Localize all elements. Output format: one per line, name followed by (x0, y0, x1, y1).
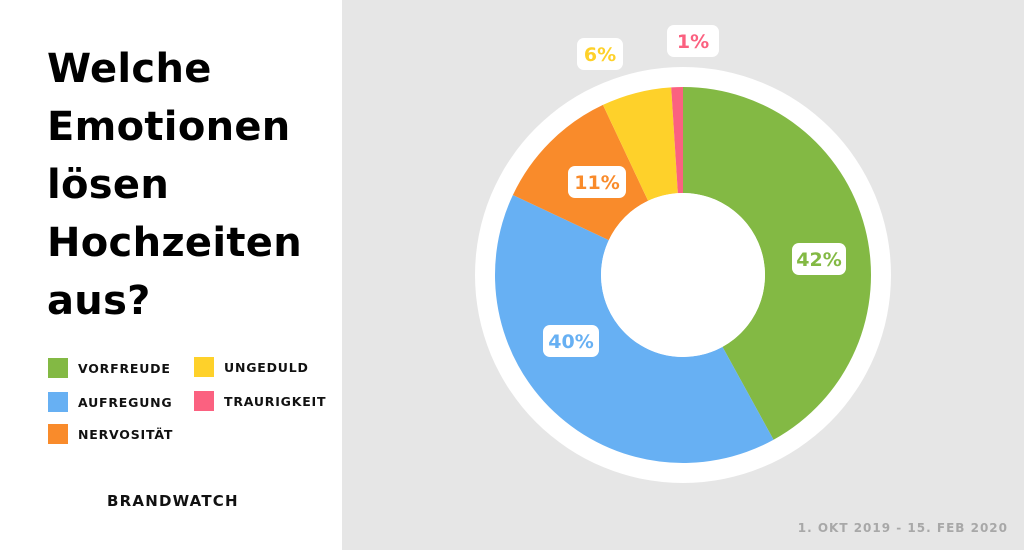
left-panel: Welche Emotionen lösen Hochzeiten aus? V… (0, 0, 342, 550)
legend-label: VORFREUDE (78, 360, 171, 376)
donut-chart: 42% 40% 11% 6% 1% (475, 25, 891, 483)
legend-label: UNGEDULD (224, 359, 309, 375)
title-line: Hochzeiten (47, 220, 302, 266)
legend-item-nervositaet: NERVOSITÄT (48, 423, 173, 445)
donut-slice-vorfreude (683, 87, 872, 440)
title-line: aus? (47, 278, 151, 324)
data-label-ungeduld: 6% (577, 38, 623, 70)
legend-label: AUFREGUNG (78, 394, 173, 410)
date-range: 1. OKT 2019 - 15. FEB 2020 (797, 521, 1008, 535)
data-label-aufregung: 40% (543, 325, 599, 357)
data-label-text: 11% (574, 172, 619, 194)
legend-label: TRAURIGKEIT (224, 393, 327, 409)
legend-swatch (48, 358, 68, 378)
legend-label: NERVOSITÄT (78, 426, 174, 442)
data-label-box (577, 38, 623, 70)
data-label-traurigkeit: 1% (667, 25, 719, 57)
donut-slice-ungeduld (602, 87, 678, 201)
legend-swatch (194, 391, 214, 411)
title-line: lösen (47, 162, 170, 208)
legend-swatch (48, 392, 68, 412)
title-line: Welche (47, 46, 212, 92)
legend-item-vorfreude: VORFREUDE (48, 357, 171, 379)
legend-swatch (194, 357, 214, 377)
data-label-box (792, 243, 846, 275)
data-label-nervosität: 11% (568, 166, 626, 198)
data-label-box (543, 325, 599, 357)
data-label-text: 42% (796, 249, 841, 271)
data-label-text: 6% (584, 44, 616, 66)
data-label-box (568, 166, 626, 198)
legend-item-aufregung: AUFREGUNG (48, 391, 172, 413)
legend-item-ungeduld: UNGEDULD (194, 356, 309, 378)
data-label-text: 1% (677, 31, 709, 53)
title-line: Emotionen (47, 104, 291, 150)
donut-slice-aufregung (495, 194, 774, 464)
brand-logo-text: BRANDWATCH (107, 492, 239, 510)
donut-slice-traurigkeit (671, 87, 683, 194)
chart-title: Welche Emotionen lösen Hochzeiten aus? (47, 40, 337, 330)
data-label-box (667, 25, 719, 57)
legend-item-traurigkeit: TRAURIGKEIT (194, 390, 326, 412)
data-label-text: 40% (548, 331, 593, 353)
donut-hole (601, 193, 765, 357)
data-label-vorfreude: 42% (792, 243, 846, 275)
legend-swatch (48, 424, 68, 444)
